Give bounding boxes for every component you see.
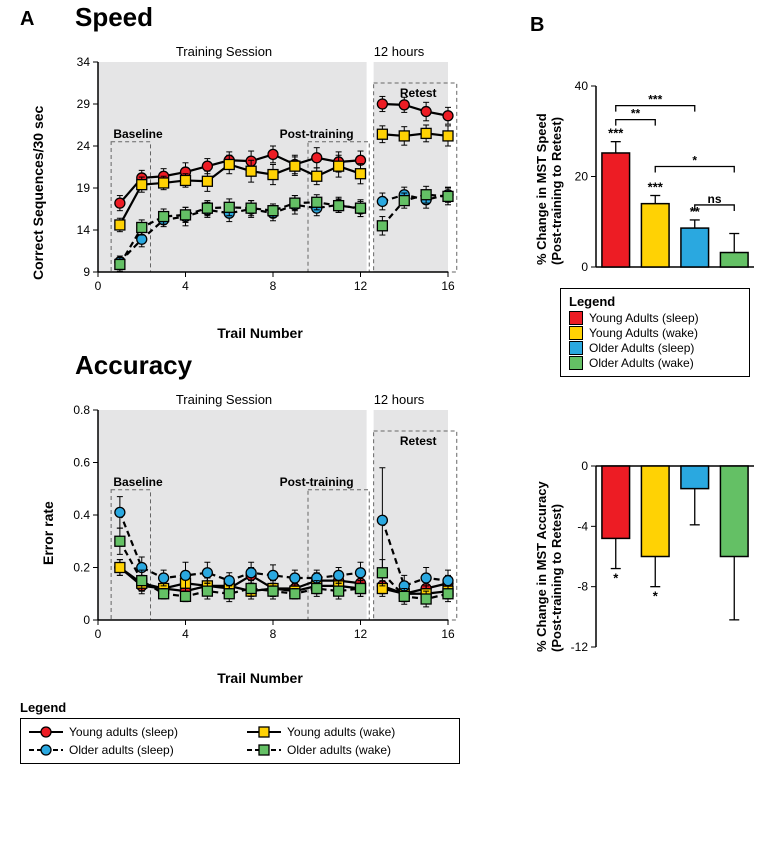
svg-text:0: 0 (581, 459, 588, 473)
speed-bar-chart: 02040**************ns (560, 50, 760, 275)
svg-text:Baseline: Baseline (113, 475, 163, 489)
svg-text:-4: -4 (577, 519, 588, 533)
svg-text:0.4: 0.4 (73, 508, 90, 522)
svg-text:ns: ns (707, 192, 721, 206)
svg-text:34: 34 (77, 55, 91, 69)
svg-text:9: 9 (83, 265, 90, 279)
svg-text:*: * (613, 571, 619, 586)
svg-text:-8: -8 (577, 580, 588, 594)
accuracy-xlabel: Trail Number (190, 670, 330, 686)
svg-text:20: 20 (575, 170, 589, 184)
svg-text:Training Session: Training Session (176, 392, 272, 407)
svg-text:12 hours: 12 hours (374, 44, 425, 59)
svg-text:Post-training: Post-training (280, 475, 354, 489)
accuracy-title: Accuracy (75, 350, 192, 381)
svg-text:0.2: 0.2 (73, 561, 90, 575)
legend-item: Young adults (wake) (247, 725, 451, 739)
svg-text:***: *** (648, 93, 662, 107)
accuracy-ylabel: Error rate (40, 501, 56, 565)
svg-text:29: 29 (77, 97, 91, 111)
svg-text:-12: -12 (571, 640, 589, 654)
legend-item: Older Adults (wake) (569, 356, 741, 370)
svg-text:0: 0 (95, 279, 102, 293)
legend-item: Older adults (wake) (247, 743, 451, 757)
svg-text:4: 4 (182, 279, 189, 293)
svg-text:8: 8 (270, 279, 277, 293)
svg-text:8: 8 (270, 627, 277, 641)
legend-item: Older adults (sleep) (29, 743, 233, 757)
acc-bar-chart: -12 -8 -4 0 * * (560, 430, 760, 655)
svg-text:40: 40 (575, 79, 589, 93)
svg-text:***: *** (608, 126, 624, 141)
svg-text:12 hours: 12 hours (374, 392, 425, 407)
svg-text:0: 0 (95, 627, 102, 641)
legend-item: Older Adults (sleep) (569, 341, 741, 355)
acc-bar-ylabel: % Change in MST Accuracy (Post-training … (534, 481, 564, 652)
svg-text:12: 12 (354, 279, 368, 293)
speed-title: Speed (75, 2, 153, 33)
svg-text:Retest: Retest (400, 86, 437, 100)
svg-text:24: 24 (77, 139, 91, 153)
svg-text:Training Session: Training Session (176, 44, 272, 59)
svg-text:16: 16 (441, 279, 455, 293)
svg-text:**: ** (631, 107, 641, 121)
svg-text:0.8: 0.8 (73, 403, 90, 417)
svg-text:16: 16 (441, 627, 455, 641)
legend-right: Legend Young Adults (sleep)Young Adults … (560, 288, 750, 377)
legend-bottom: Young adults (sleep) Young adults (wake) O… (20, 718, 460, 764)
legend-bottom-title: Legend (20, 700, 66, 715)
svg-text:14: 14 (77, 223, 91, 237)
legend-item: Young Adults (sleep) (569, 311, 741, 325)
svg-text:0: 0 (581, 260, 588, 274)
svg-text:19: 19 (77, 181, 91, 195)
speed-bar-ylabel: % Change in MST Speed (Post-training to … (534, 113, 564, 265)
svg-text:*: * (653, 589, 659, 604)
svg-text:12: 12 (354, 627, 368, 641)
svg-text:0: 0 (83, 613, 90, 627)
panel-b-letter: B (530, 14, 544, 37)
svg-text:*: * (692, 154, 697, 168)
speed-chart: Training Session 12 hours Baseline Post-tra… (58, 40, 458, 300)
svg-text:4: 4 (182, 627, 189, 641)
speed-xlabel: Trail Number (190, 325, 330, 341)
svg-text:Retest: Retest (400, 434, 437, 448)
speed-ylabel: Correct Sequences/30 sec (30, 106, 46, 280)
svg-text:0.6: 0.6 (73, 456, 90, 470)
svg-text:***: *** (648, 180, 664, 195)
accuracy-chart: Training Session 12 hours Baseline Post-tra… (58, 388, 458, 648)
legend-item: Young adults (sleep) (29, 725, 233, 739)
legend-item: Young Adults (wake) (569, 326, 741, 340)
svg-text:Baseline: Baseline (113, 127, 163, 141)
legend-right-title: Legend (569, 294, 741, 309)
panel-a-letter: A (20, 8, 34, 31)
svg-text:Post-training: Post-training (280, 127, 354, 141)
